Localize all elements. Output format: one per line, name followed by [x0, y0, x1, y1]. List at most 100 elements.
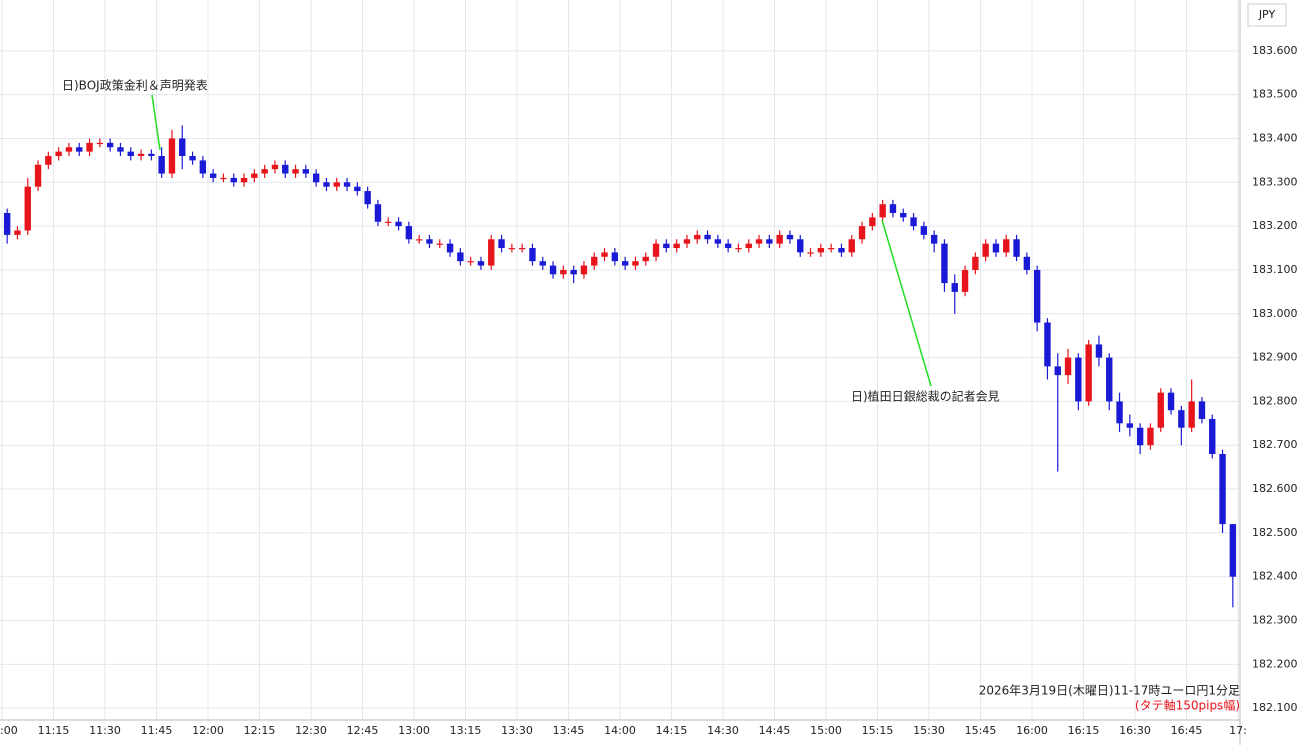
- candle-body: [65, 147, 73, 152]
- candle-body: [179, 138, 186, 157]
- candle-body: [1147, 427, 1154, 446]
- y-tick-label: 182.600: [1252, 482, 1298, 495]
- candle-body: [714, 239, 722, 244]
- candle-body: [848, 239, 855, 253]
- candle-body: [333, 182, 340, 187]
- x-tick-label: 12:00: [192, 724, 224, 737]
- x-tick-label: 12:45: [347, 724, 379, 737]
- x-tick-label: 16:00: [1016, 724, 1048, 737]
- candle-body: [704, 234, 711, 240]
- candle-body: [488, 239, 495, 266]
- candle-body: [323, 182, 330, 187]
- y-tick-label: 183.500: [1252, 88, 1298, 101]
- y-tick-label: 182.800: [1252, 394, 1298, 407]
- candle-body: [879, 204, 886, 218]
- candle-body: [642, 256, 649, 262]
- candle-body: [1106, 357, 1113, 402]
- candle-body: [673, 243, 680, 249]
- candle-body: [570, 269, 577, 275]
- candle-body: [766, 239, 773, 244]
- candle-body: [961, 269, 969, 292]
- candle-body: [230, 177, 237, 183]
- candle-body: [261, 169, 268, 174]
- candle-body: [1167, 392, 1175, 411]
- y-tick-label: 183.000: [1252, 307, 1298, 320]
- y-tick-label: 182.200: [1252, 657, 1298, 670]
- y-tick-label: 183.100: [1252, 263, 1298, 276]
- candle-body: [1188, 401, 1195, 428]
- x-tick-label: :00: [0, 724, 18, 737]
- candle-body: [1003, 239, 1010, 253]
- candle-body: [24, 186, 31, 231]
- candle-body: [724, 243, 732, 249]
- candle-body: [817, 248, 825, 253]
- y-tick-label: 182.900: [1252, 351, 1298, 364]
- candle-body: [3, 212, 11, 235]
- candle-body: [354, 186, 361, 192]
- annotation-pointer: [881, 219, 932, 387]
- candle-body: [415, 239, 423, 241]
- candle-body: [539, 261, 546, 266]
- candle-body: [900, 212, 907, 218]
- candle-body: [1136, 427, 1144, 446]
- candle-body: [251, 173, 258, 178]
- candle-body: [137, 153, 145, 157]
- y-tick-label: 182.500: [1252, 526, 1298, 539]
- footnote: 2026年3月19日(木曜日)11-17時ユーロ円1分足: [979, 684, 1240, 698]
- candle-body: [786, 234, 794, 240]
- candle-body: [106, 142, 114, 148]
- y-tick-label: 183.600: [1252, 44, 1298, 57]
- candles: [3, 125, 1237, 608]
- candle-body: [127, 151, 134, 157]
- candle-body: [549, 265, 557, 275]
- candle-body: [1219, 453, 1226, 525]
- x-tick-label: 15:00: [810, 724, 842, 737]
- candle-body: [580, 265, 588, 275]
- candle-body: [168, 138, 176, 174]
- candle-body: [395, 221, 402, 227]
- candle-body: [426, 239, 433, 244]
- candle-body: [34, 164, 42, 187]
- candle-body: [117, 147, 124, 152]
- candle-body: [992, 243, 1000, 253]
- candle-body: [838, 248, 845, 253]
- candle-body: [518, 248, 526, 250]
- candle-body: [591, 256, 598, 266]
- candle-body: [457, 252, 464, 262]
- candle-body: [364, 191, 371, 205]
- candle-body: [76, 147, 83, 152]
- candle-body: [436, 243, 443, 245]
- candle-body: [755, 239, 763, 244]
- candle-body: [1064, 357, 1072, 376]
- y-tick-label: 183.200: [1252, 219, 1298, 232]
- candle-body: [1229, 524, 1237, 577]
- candle-body: [1178, 410, 1185, 428]
- candle-body: [158, 156, 165, 174]
- candle-body: [797, 239, 804, 253]
- candle-body: [220, 177, 227, 180]
- candle-body: [1126, 423, 1134, 428]
- x-tick-label: 12:30: [295, 724, 327, 737]
- x-tick-label: 16:45: [1171, 724, 1203, 737]
- x-tick-label: 17:: [1229, 724, 1247, 737]
- annotation: 日)植田日銀総裁の記者会見: [851, 389, 1000, 404]
- candle-body: [807, 252, 814, 254]
- y-tick-label: 182.100: [1252, 701, 1298, 714]
- x-tick-label: 15:15: [862, 724, 894, 737]
- candle-body: [745, 243, 752, 249]
- x-tick-label: 12:15: [244, 724, 276, 737]
- candle-body: [385, 221, 392, 223]
- candle-body: [148, 153, 155, 157]
- candle-body: [199, 160, 207, 174]
- x-tick-label: 14:45: [759, 724, 791, 737]
- candle-body: [941, 243, 948, 284]
- candle-body: [86, 142, 93, 152]
- candle-body: [96, 142, 104, 145]
- candle-body: [1013, 239, 1020, 257]
- candle-body: [1044, 322, 1051, 367]
- candle-body: [467, 261, 474, 263]
- x-tick-label: 14:15: [656, 724, 688, 737]
- candle-body: [374, 204, 382, 222]
